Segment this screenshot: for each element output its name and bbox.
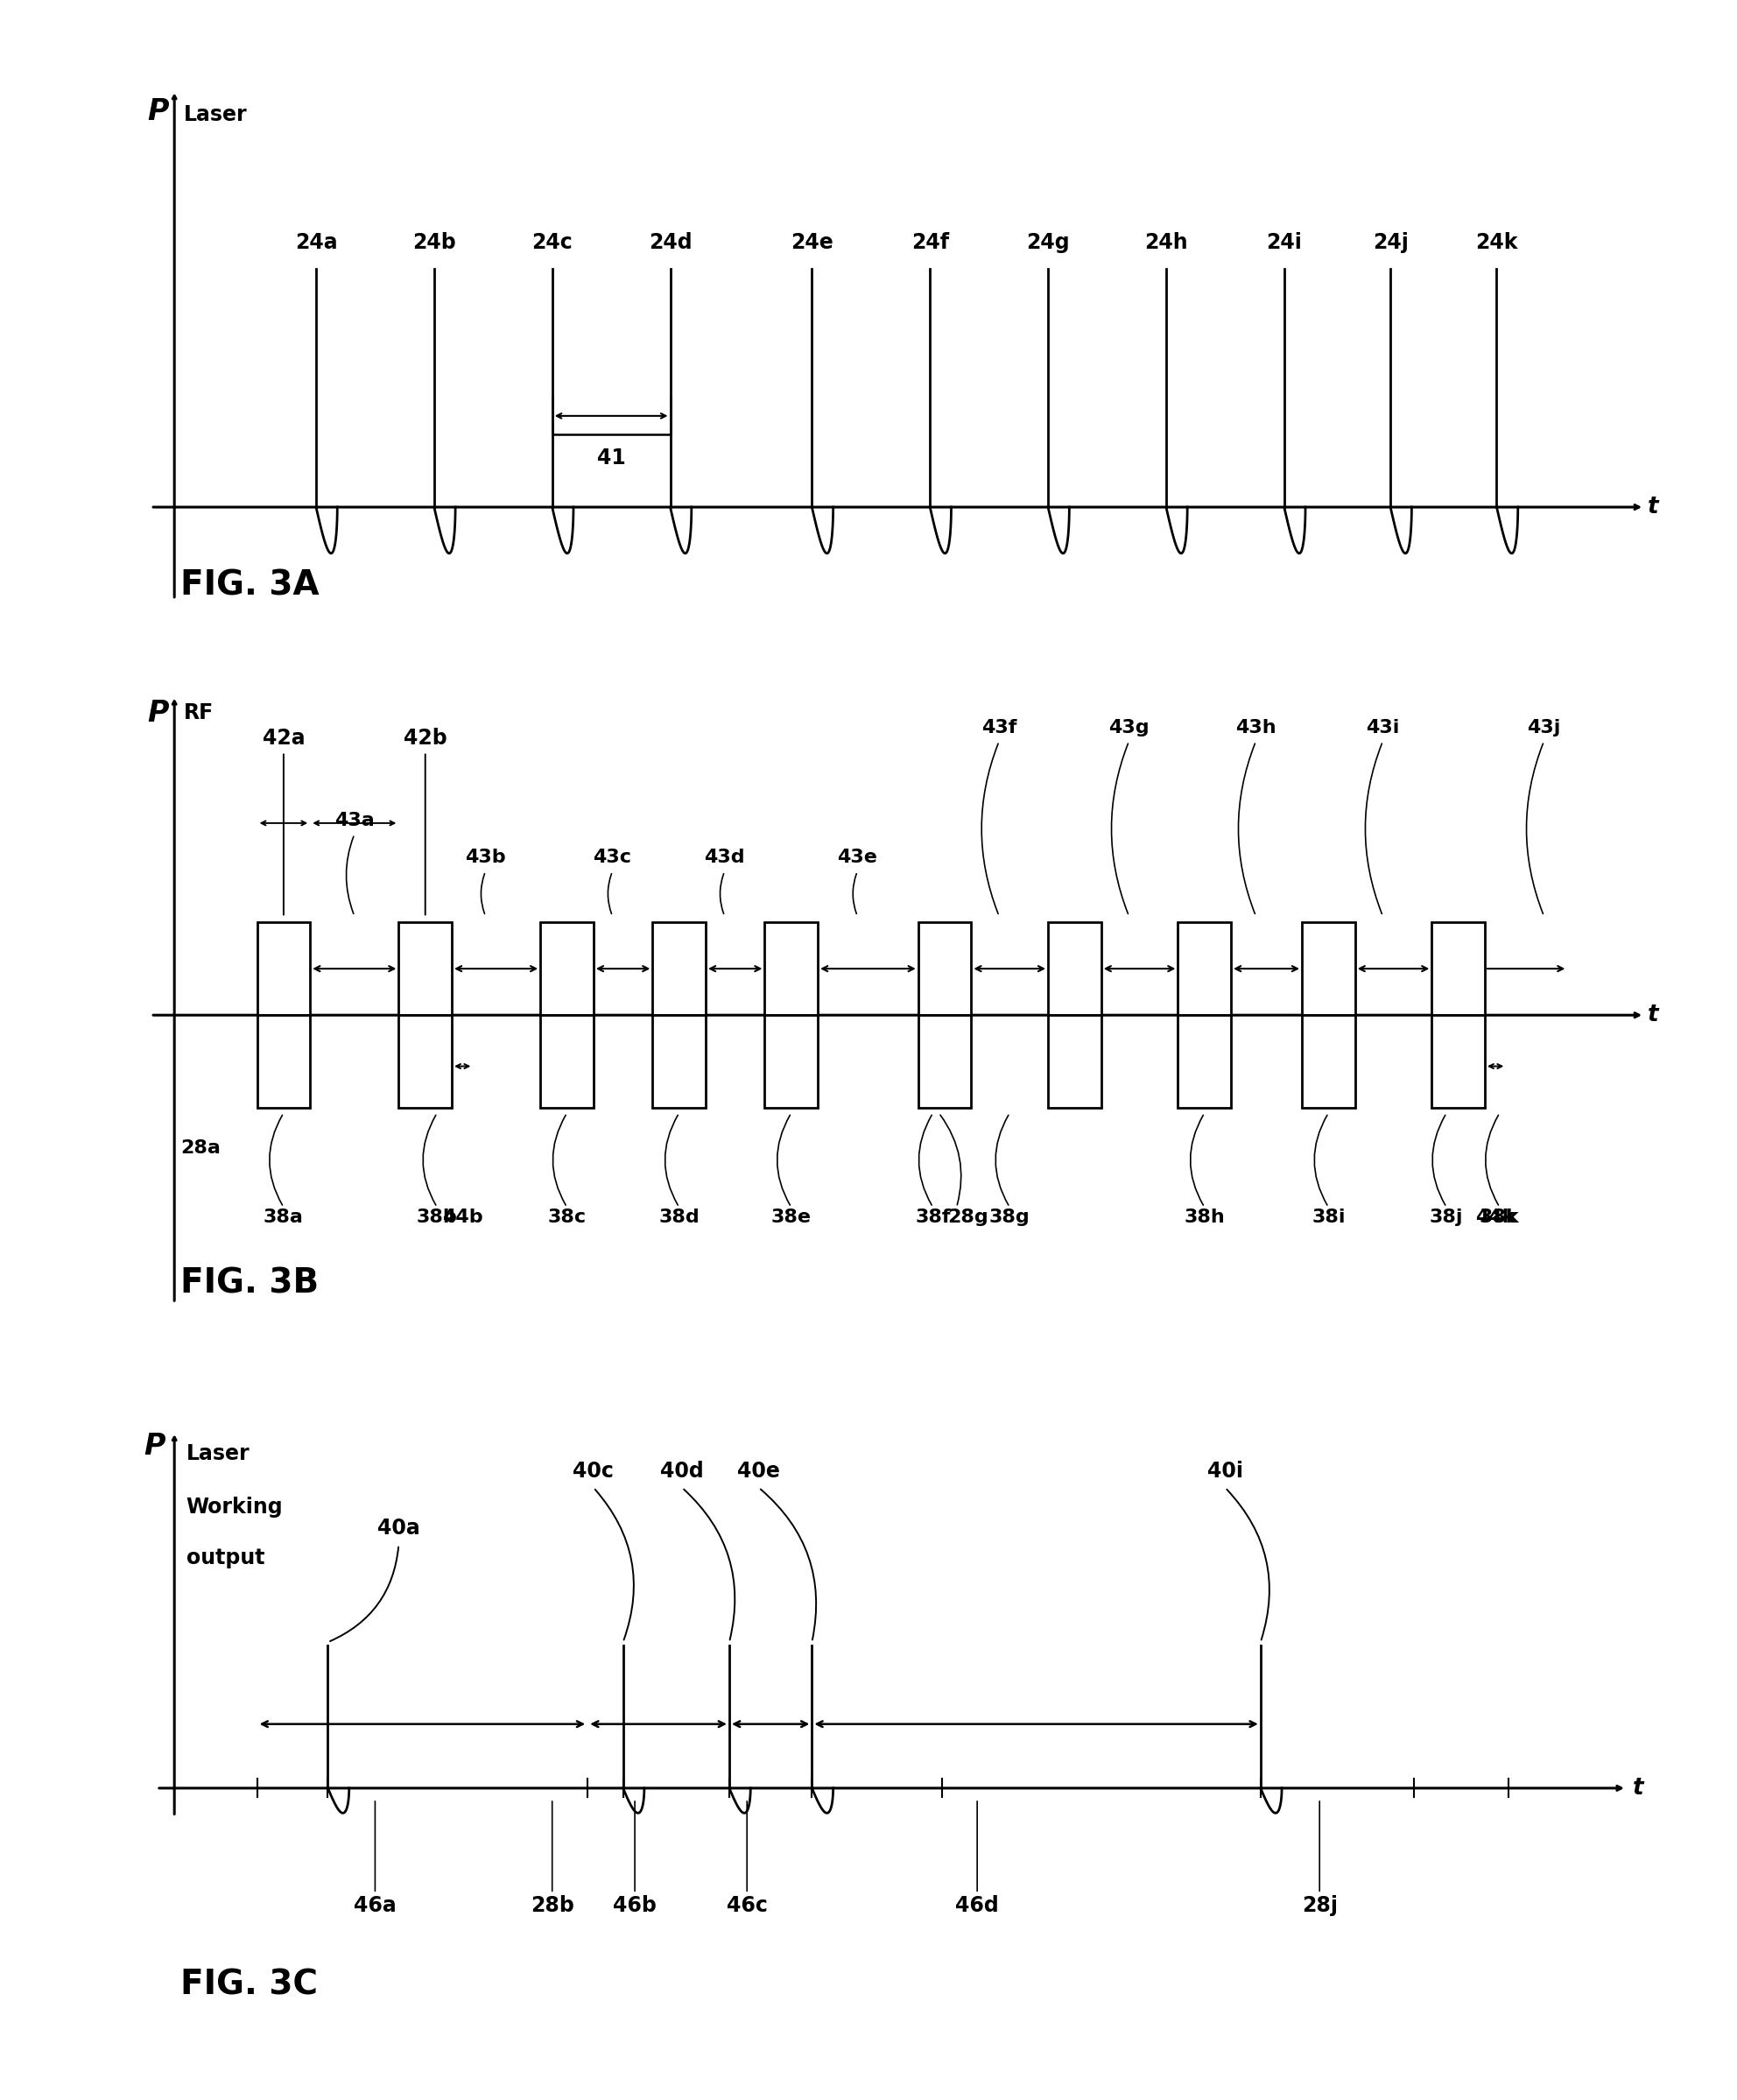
- Text: 38g: 38g: [988, 1208, 1030, 1226]
- Text: 44k: 44k: [1475, 1208, 1515, 1226]
- Text: FIG. 3A: FIG. 3A: [181, 569, 320, 603]
- Text: 28b: 28b: [530, 1894, 573, 1915]
- Text: FIG. 3C: FIG. 3C: [181, 1968, 318, 2001]
- Text: 40d: 40d: [660, 1462, 703, 1483]
- Bar: [764, 1014, 818, 1109]
- Text: 24e: 24e: [790, 233, 834, 254]
- Bar: [1178, 922, 1232, 1014]
- Text: 43e: 43e: [837, 848, 877, 867]
- Text: 43a: 43a: [335, 813, 375, 830]
- Text: t: t: [1633, 1777, 1643, 1800]
- Text: 40i: 40i: [1207, 1462, 1244, 1483]
- Bar: [540, 1014, 594, 1109]
- Text: 24b: 24b: [412, 233, 455, 254]
- Text: RF: RF: [184, 701, 214, 722]
- Bar: [1431, 922, 1485, 1014]
- Bar: [764, 922, 818, 1014]
- Bar: [653, 1014, 705, 1109]
- Text: 28j: 28j: [1301, 1894, 1337, 1915]
- Text: 24a: 24a: [295, 233, 337, 254]
- Bar: [919, 922, 971, 1014]
- Text: P: P: [144, 1432, 165, 1462]
- Text: 43b: 43b: [466, 848, 505, 867]
- Bar: [400, 922, 452, 1014]
- Text: 46a: 46a: [354, 1894, 396, 1915]
- Text: 43f: 43f: [981, 718, 1016, 737]
- Text: 38e: 38e: [771, 1208, 811, 1226]
- Text: 46c: 46c: [726, 1894, 768, 1915]
- Text: 42b: 42b: [403, 729, 446, 750]
- Text: Laser: Laser: [186, 1443, 250, 1464]
- Text: 24d: 24d: [648, 233, 691, 254]
- Bar: [540, 922, 594, 1014]
- Text: 38k: 38k: [1480, 1208, 1520, 1226]
- Bar: [257, 922, 311, 1014]
- Text: 28g: 28g: [948, 1208, 988, 1226]
- Text: 28a: 28a: [181, 1138, 221, 1157]
- Bar: [257, 1014, 311, 1109]
- Text: t: t: [1648, 1004, 1659, 1027]
- Text: 38i: 38i: [1311, 1208, 1344, 1226]
- Bar: [1178, 1014, 1232, 1109]
- Text: 38f: 38f: [915, 1208, 950, 1226]
- Text: 42a: 42a: [262, 729, 306, 750]
- Text: 43h: 43h: [1235, 718, 1277, 737]
- Text: Laser: Laser: [184, 103, 247, 124]
- Text: 44b: 44b: [441, 1208, 483, 1226]
- Bar: [653, 922, 705, 1014]
- Text: 38b: 38b: [417, 1208, 457, 1226]
- Bar: [400, 1014, 452, 1109]
- Text: 46d: 46d: [955, 1894, 999, 1915]
- Bar: [1301, 1014, 1355, 1109]
- Text: 24g: 24g: [1027, 233, 1070, 254]
- Bar: [919, 1014, 971, 1109]
- Text: P: P: [148, 699, 168, 729]
- Text: 24k: 24k: [1475, 233, 1518, 254]
- Text: output: output: [186, 1548, 264, 1569]
- Text: 41: 41: [598, 447, 625, 468]
- Text: 43i: 43i: [1365, 718, 1400, 737]
- Text: 38j: 38j: [1430, 1208, 1463, 1226]
- Text: 24i: 24i: [1266, 233, 1303, 254]
- Text: 38c: 38c: [547, 1208, 587, 1226]
- Text: 38h: 38h: [1185, 1208, 1225, 1226]
- Text: 24h: 24h: [1145, 233, 1188, 254]
- Bar: [1047, 1014, 1101, 1109]
- Text: 40e: 40e: [738, 1462, 780, 1483]
- Bar: [1047, 922, 1101, 1014]
- Text: 24f: 24f: [912, 233, 948, 254]
- Bar: [1431, 1014, 1485, 1109]
- Text: 43g: 43g: [1108, 718, 1150, 737]
- Text: 43d: 43d: [703, 848, 745, 867]
- Text: 46b: 46b: [613, 1894, 657, 1915]
- Text: 38d: 38d: [658, 1208, 700, 1226]
- Text: 40a: 40a: [377, 1518, 420, 1539]
- Text: 24j: 24j: [1372, 233, 1409, 254]
- Text: P: P: [148, 97, 168, 126]
- Text: 38a: 38a: [264, 1208, 304, 1226]
- Text: t: t: [1648, 496, 1659, 519]
- Text: 24c: 24c: [532, 233, 573, 254]
- Text: 40c: 40c: [573, 1462, 613, 1483]
- Text: FIG. 3B: FIG. 3B: [181, 1266, 318, 1300]
- Bar: [1301, 922, 1355, 1014]
- Text: Working: Working: [186, 1495, 283, 1516]
- Text: 43c: 43c: [592, 848, 632, 867]
- Text: 43j: 43j: [1527, 718, 1560, 737]
